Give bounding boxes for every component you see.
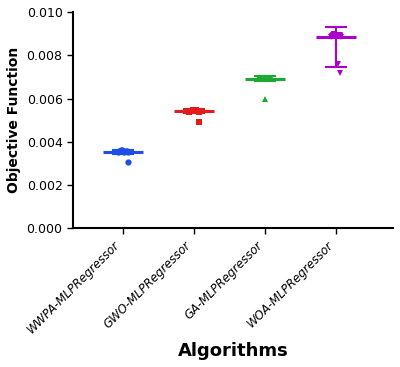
Y-axis label: Objective Function: Objective Function — [7, 47, 21, 193]
X-axis label: Algorithms: Algorithms — [178, 342, 288, 360]
